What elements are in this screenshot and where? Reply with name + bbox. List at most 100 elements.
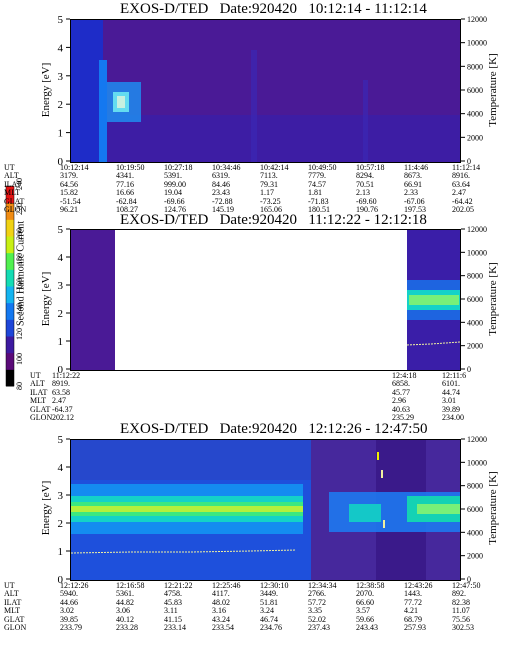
ephemeris-cell: 77.16 xyxy=(116,179,134,189)
ephemeris-cell: 45.77 xyxy=(392,387,410,397)
ephemeris-cell: 46.74 xyxy=(260,614,278,624)
ephemeris-cell: 4758. xyxy=(164,589,182,599)
panel-3-upper xyxy=(71,440,311,480)
ephemeris-cell: 12:16:58 xyxy=(116,581,145,590)
ephemeris-cell: 70.51 xyxy=(356,179,374,189)
ephemeris-cell: -73.25 xyxy=(260,196,281,206)
y2-tick-label: 2000 xyxy=(467,133,483,142)
ephemeris-cell: 3449. xyxy=(260,589,278,599)
colorbar-tick-label: 140 xyxy=(15,303,24,315)
y2-tick-label: 4000 xyxy=(467,110,483,119)
ephemeris-cell: 12:30:10 xyxy=(260,581,289,590)
panel-3-y2label: Temperature [K] xyxy=(487,471,499,545)
ephemeris-cell: 11:12:22 xyxy=(52,371,81,380)
colorbar-frame xyxy=(5,185,15,387)
y2-tick-label: 0 xyxy=(467,157,471,166)
ephemeris-cell: 11.07 xyxy=(452,606,470,616)
panel-1-band-low xyxy=(103,115,460,162)
ephemeris-cell: 7113. xyxy=(260,171,278,181)
ephemeris-cell: -69.66 xyxy=(164,196,185,206)
ephemeris-cell: 302.53 xyxy=(452,623,474,632)
y-tick-label: 3 xyxy=(58,280,64,292)
panel-1-heatmap xyxy=(71,20,460,162)
panel-2-temp-trace xyxy=(406,341,460,346)
ephemeris-cell: 1.81 xyxy=(308,188,322,198)
colorbar-swatch xyxy=(6,252,14,270)
ephemeris-cell: 10:34:46 xyxy=(212,163,241,172)
ephemeris-cell: 12:4:18 xyxy=(392,371,417,380)
panel-2-right-band-core xyxy=(409,295,459,305)
ephemeris-cell: 8916. xyxy=(452,171,470,181)
y-tick-label: 4 xyxy=(58,252,64,264)
ephemeris-cell: 2070. xyxy=(356,589,374,599)
ephemeris-row-label: GLON xyxy=(30,413,53,422)
panel-3-ylabel: Energy [eV] xyxy=(40,480,52,536)
ephemeris-cell: 3.57 xyxy=(356,606,370,616)
y2-tick-label: 6000 xyxy=(467,86,483,95)
ephemeris-cell: 51.81 xyxy=(260,597,278,607)
ephemeris-cell: 82.38 xyxy=(452,597,470,607)
ephemeris-cell: 75.56 xyxy=(452,614,470,624)
ephemeris-cell: 57.72 xyxy=(308,597,326,607)
ephemeris-cell: 180.51 xyxy=(308,205,330,214)
ephemeris-cell: 235.29 xyxy=(392,413,414,422)
ephemeris-cell: 10:12:14 xyxy=(60,163,89,172)
colorbar-swatch xyxy=(6,336,14,354)
panel-1-blob-core xyxy=(117,96,125,108)
ephemeris-cell: 68.79 xyxy=(404,614,422,624)
y-tick-label: 2 xyxy=(58,99,64,111)
ephemeris-cell: 63.64 xyxy=(452,179,470,189)
y-tick-label: 0 xyxy=(58,156,64,168)
ephemeris-cell: 45.83 xyxy=(164,597,182,607)
y2-tick-label: 6000 xyxy=(467,295,483,304)
ephemeris-cell: 3.02 xyxy=(60,606,74,616)
y2-tick-label: 8000 xyxy=(467,62,483,71)
y2-tick-label: 10000 xyxy=(467,39,487,48)
panel-3-title-main: EXOS-D/TED xyxy=(120,421,209,437)
colorbar-swatch xyxy=(6,219,14,237)
ephemeris-row-label: MLT xyxy=(30,396,47,406)
ephemeris-cell: 15.82 xyxy=(60,188,78,198)
ephemeris-cell: 8919. xyxy=(52,379,70,389)
ephemeris-row-label: ILAT xyxy=(4,179,22,189)
ephemeris-cell: 202.12 xyxy=(52,413,74,422)
ephemeris-cell: 234.76 xyxy=(260,623,282,632)
ephemeris-row-label: MLT xyxy=(4,606,21,616)
y-tick-label: 1 xyxy=(58,336,64,348)
colorbar-svg: 80 100 120 140 160 180 200 220 240 xyxy=(5,178,24,390)
ephemeris-row-label: ALT xyxy=(4,589,19,599)
y-tick-label: 3 xyxy=(58,490,64,502)
ephemeris-cell: 12:38:58 xyxy=(356,581,385,590)
panel-1-axes: 0 1 2 3 4 5 0 2000 4000 6000 8000 10000 12000 xyxy=(58,14,488,168)
ephemeris-row-label: GLAT xyxy=(4,614,25,624)
ephemeris-cell: -64.37 xyxy=(52,404,73,414)
ephemeris-cell: 10:19:50 xyxy=(116,163,145,172)
ephemeris-cell: 999.00 xyxy=(164,179,186,189)
colorbar: 80 100 120 140 160 180 200 220 240 xyxy=(4,178,30,390)
ephemeris-cell: 52.02 xyxy=(308,614,326,624)
colorbar-tick-label: 220 xyxy=(15,203,24,215)
ephemeris-cell: 108.27 xyxy=(116,205,138,214)
colorbar-tick-label: 180 xyxy=(15,253,24,265)
y-tick-label: 0 xyxy=(58,364,64,376)
ephemeris-row-label: ALT xyxy=(30,379,45,389)
ephemeris-cell: 5940. xyxy=(60,589,78,599)
ephemeris-cell: 6858. xyxy=(392,379,410,389)
ephemeris-cell: 233.79 xyxy=(60,623,82,632)
ephemeris-cell: 64.56 xyxy=(60,179,78,189)
ephemeris-cell: 7779. xyxy=(308,171,326,181)
y2-tick-label: 12000 xyxy=(467,435,487,444)
ephemeris-cell: 59.66 xyxy=(356,614,374,624)
panel-2-plot xyxy=(70,229,461,371)
ephemeris-cell: 2.13 xyxy=(356,188,370,198)
ephemeris-cell: 43.24 xyxy=(212,614,230,624)
ephemeris-cell: 10:42:14 xyxy=(260,163,289,172)
ephemeris-cell: 12:34:34 xyxy=(308,581,337,590)
ephemeris-row-label: GLON xyxy=(4,623,27,632)
y2-tick-label: 0 xyxy=(467,365,471,374)
panel-1-ephemeris: UT ALT ILAT MLT GLAT GLON 10:12:14 3179. 64.56 15… xyxy=(4,163,484,216)
panel-2-ephemeris: UT ALT ILAT MLT GLAT GLON 11:12:22 8919. 63.58 2.… xyxy=(30,371,484,424)
ephemeris-cell: 2.47 xyxy=(52,396,66,406)
panel-3-title-range: 12:12:26 - 12:47:50 xyxy=(308,421,428,437)
panel-1-stripe-1 xyxy=(251,50,257,162)
